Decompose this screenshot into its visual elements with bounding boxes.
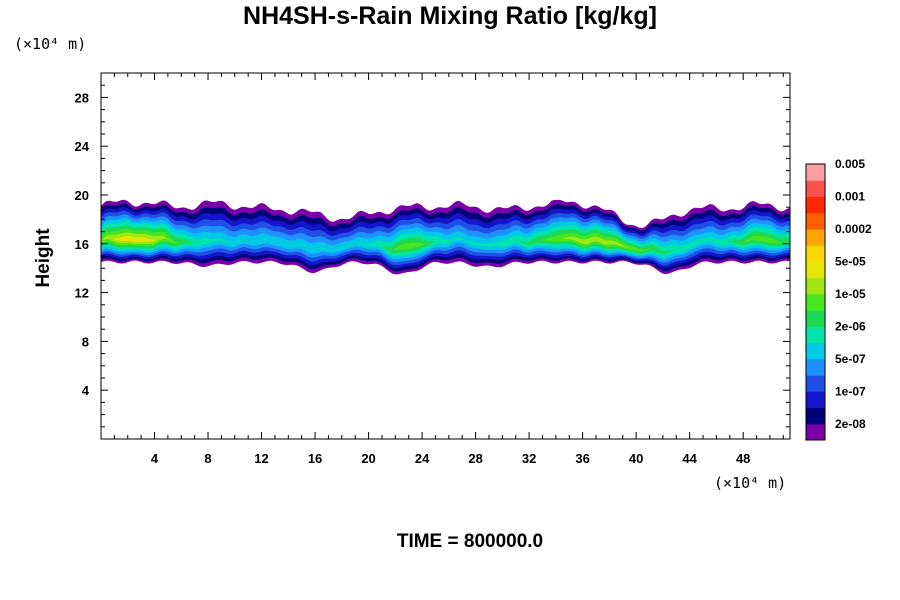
- y-tick-label: 20: [75, 188, 89, 203]
- colorbar-swatch: [806, 375, 825, 392]
- x-tick-label: 24: [415, 451, 430, 466]
- x-tick-label: 48: [736, 451, 750, 466]
- x-axis: 4 8 12 16 20 24 28 32 36 40 44 48: [113, 73, 784, 466]
- colorbar-swatch: [806, 358, 825, 376]
- colorbar-swatch: [806, 196, 825, 214]
- colorbar-label: 5e-05: [835, 254, 866, 268]
- x-tick-label: 4: [151, 451, 159, 466]
- colorbar-label: 5e-07: [835, 352, 866, 366]
- colorbar-swatch: [806, 180, 825, 197]
- x-tick-label: 8: [204, 451, 211, 466]
- x-tick-label: 20: [361, 451, 375, 466]
- mixing-ratio-field: [101, 199, 790, 275]
- y-unit-label: (×10⁴ m): [14, 35, 86, 53]
- y-tick-label: 28: [75, 90, 89, 105]
- colorbar: 2e-08 1e-07 5e-07 2e-06 1e-05 5e-05 0.0002 0.00…: [805, 157, 872, 441]
- colorbar-swatch: [806, 342, 825, 360]
- x-tick-label: 44: [682, 451, 697, 466]
- colorbar-swatch: [806, 261, 825, 279]
- x-unit-label: (×10⁴ m): [714, 474, 786, 492]
- colorbar-swatch: [806, 407, 825, 425]
- colorbar-label: 0.001: [835, 189, 865, 203]
- colorbar-label: 1e-07: [835, 384, 866, 398]
- y-tick-label: 8: [82, 334, 89, 349]
- colorbar-swatch: [806, 228, 825, 246]
- colorbar-swatch: [806, 212, 825, 230]
- x-tick-label: 28: [468, 451, 482, 466]
- time-label: TIME = 800000.0: [396, 531, 544, 552]
- y-tick-label: 12: [75, 286, 89, 301]
- colorbar-swatch: [806, 310, 825, 327]
- colorbar-swatch: [806, 391, 825, 409]
- colorbar-swatch: [806, 326, 825, 344]
- colorbar-frame: [805, 163, 826, 441]
- x-tick-label: 12: [254, 451, 268, 466]
- colorbar-label: 0.0002: [835, 222, 872, 236]
- x-tick-label: 36: [575, 451, 589, 466]
- colorbar-swatch: [806, 423, 825, 441]
- y-tick-label: 16: [75, 237, 89, 252]
- x-tick-label: 40: [629, 451, 643, 466]
- y-tick-label: 4: [82, 383, 90, 398]
- chart-title: NH4SH-s-Rain Mixing Ratio [kg/kg]: [243, 2, 657, 30]
- contour-band: [101, 225, 790, 255]
- colorbar-label: 2e-06: [835, 319, 866, 333]
- colorbar-label: 1e-05: [835, 287, 866, 301]
- y-tick-label: 24: [75, 139, 90, 154]
- y-axis-label: Height: [33, 228, 54, 288]
- x-tick-label: 32: [522, 451, 536, 466]
- y-axis: 4 8 12 16 20 24 28: [75, 84, 790, 428]
- x-tick-label: 16: [308, 451, 322, 466]
- colorbar-swatch: [806, 164, 825, 181]
- colorbar-label: 2e-08: [835, 417, 866, 431]
- colorbar-swatch: [806, 277, 825, 295]
- colorbar-swatch: [806, 245, 825, 262]
- colorbar-swatch: [806, 293, 825, 311]
- colorbar-label: 0.005: [835, 157, 865, 171]
